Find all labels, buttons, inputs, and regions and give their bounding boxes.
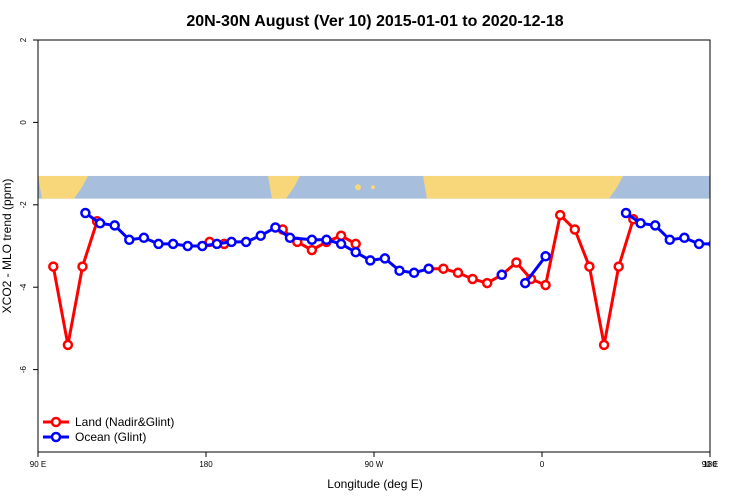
series-0-point-3-11 [584, 261, 595, 272]
world-map-band [38, 175, 710, 199]
y-tick-label-1: 0 [19, 120, 28, 125]
series-0-point-2-5 [350, 238, 361, 250]
series-1-line-2 [524, 255, 547, 285]
x-tick-label-1: 180 [199, 460, 213, 469]
series-1-point-0-0 [80, 207, 91, 219]
x-axis-label: Longitude (deg E) [327, 477, 422, 491]
x-tick-label-3: 0 [540, 460, 545, 469]
series-1-point-0-9 [211, 238, 223, 250]
series-1-point-0-11 [240, 236, 252, 248]
series-1-point-0-2 [109, 220, 120, 231]
series-1-point-0-8 [197, 240, 208, 252]
legend-land-label: Land (Nadir&Glint) [75, 415, 174, 429]
plot-frame [37, 39, 711, 453]
series-0-point-3-13 [613, 261, 624, 272]
series-1-point-0-23 [423, 263, 434, 274]
series-1-point-0-16 [321, 234, 332, 246]
series-0-point-3-2 [452, 267, 464, 279]
series-1-point-0-21 [394, 265, 405, 276]
map-land-0 [38, 175, 88, 199]
series-1-point-3-6 [708, 240, 710, 248]
series-1-point-0-14 [284, 232, 296, 244]
x-tick-label-2: 90 W [365, 460, 384, 469]
series-0-point-0-1 [62, 339, 74, 351]
series-0-point-0-0 [48, 261, 59, 272]
legend-ocean-marker [50, 431, 62, 443]
legend-land-marker [50, 416, 62, 428]
series-1-point-3-1 [635, 218, 646, 229]
map-island-0 [355, 184, 361, 191]
x-tick-label-5: 180 [703, 460, 717, 469]
series-0-point-0-2 [77, 261, 88, 272]
series-1-point-0-1 [94, 218, 106, 229]
series-0-point-3-6 [511, 257, 522, 268]
series-1-point-0-22 [408, 267, 420, 279]
y-axis-label: XCO2 - MLO trend (ppm) [0, 179, 14, 314]
map-island-1 [371, 185, 375, 190]
chart-title: 20N-30N August (Ver 10) 2015-01-01 to 20… [186, 13, 563, 30]
series-1-point-0-3 [124, 234, 135, 246]
series-1-point-1-0 [496, 269, 508, 281]
legend: Land (Nadir&Glint) Ocean (Glint) [43, 415, 174, 444]
series-1-point-3-4 [679, 232, 690, 244]
series-0-point-3-12 [598, 339, 610, 351]
series-0-point-3-9 [554, 209, 566, 221]
series-0-point-3-4 [481, 277, 493, 289]
legend-ocean-label: Ocean (Glint) [75, 430, 146, 444]
map-land-2 [423, 175, 623, 199]
series-1-point-2-1 [540, 251, 551, 262]
series-0-line-0 [51, 220, 99, 346]
series-1-point-0-20 [379, 253, 391, 264]
map-island-3 [536, 185, 540, 190]
y-tick-label-2: -2 [19, 201, 28, 209]
series-1-point-0-15 [306, 234, 318, 246]
series-1-point-0-19 [365, 255, 376, 266]
series-1 [80, 207, 710, 289]
series-1-point-2-0 [519, 277, 531, 289]
map-island-2 [515, 184, 521, 191]
series-0-point-3-3 [467, 273, 478, 285]
y-tick-label-3: -4 [19, 283, 28, 291]
series-0-point-3-1 [438, 263, 449, 274]
map-land-1 [268, 175, 300, 199]
series-1-point-0-13 [270, 222, 281, 233]
series-1-point-3-2 [649, 220, 661, 231]
series-0 [48, 209, 639, 351]
series-1-point-0-6 [167, 238, 179, 250]
y-tick-label-4: -6 [19, 365, 28, 373]
series-1-point-0-10 [226, 236, 237, 248]
series-0-point-3-8 [540, 279, 551, 291]
series-1-point-0-17 [335, 238, 347, 250]
series-1-point-3-5 [693, 238, 705, 250]
x-tick-label-4: 90 E [702, 460, 718, 469]
series-0-point-2-2 [306, 244, 318, 256]
y-tick-label-0: 2 [19, 37, 28, 42]
series-1-point-3-3 [664, 234, 676, 246]
series-layer [48, 207, 710, 351]
series-1-line-0 [84, 211, 430, 275]
series-0-point-3-10 [569, 224, 581, 235]
series-1-point-0-5 [153, 238, 164, 250]
y-axis: 2 0 -2 -4 -6 [19, 37, 38, 373]
x-tick-label-0: 90 E [30, 460, 46, 469]
series-1-point-0-12 [255, 230, 266, 241]
series-1-point-0-7 [182, 240, 193, 252]
series-1-point-3-0 [620, 207, 632, 219]
series-0-point-2-4 [335, 230, 347, 241]
series-1-point-0-4 [138, 232, 150, 244]
series-1-point-0-18 [350, 246, 361, 258]
